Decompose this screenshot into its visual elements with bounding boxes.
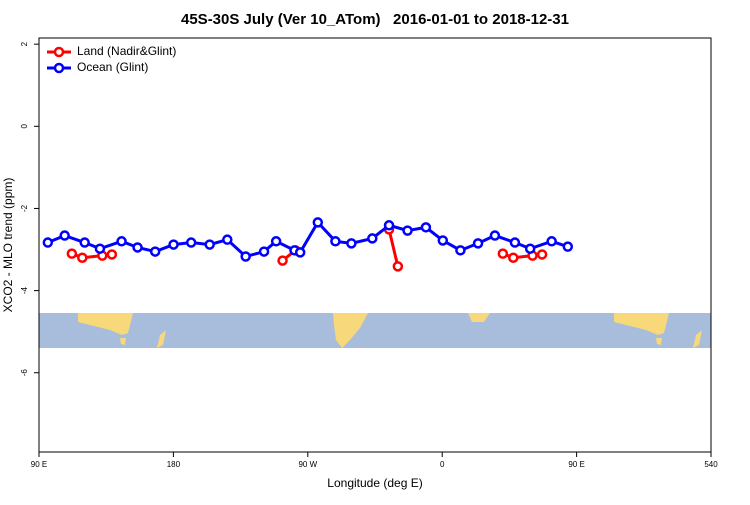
legend-label: Land (Nadir&Glint) [77,44,176,58]
y-tick-label: -2 [20,204,29,212]
series-line [71,229,543,267]
y-tick-label: -6 [20,369,29,377]
data-point [392,261,404,272]
data-point [168,239,179,250]
data-point [497,248,509,259]
data-point [270,236,282,247]
data-point [472,238,484,249]
data-point [524,243,536,254]
data-point [509,237,521,248]
data-point [185,237,197,248]
x-axis-label: Longitude (deg E) [327,476,422,490]
map-strip [39,313,711,348]
data-point [536,249,548,260]
data-point [79,237,90,248]
data-point [132,242,143,253]
data-point [277,255,288,266]
plot-frame [38,37,712,453]
data-point [106,249,118,260]
data-point [383,220,395,231]
legend-label: Ocean (Glint) [77,60,148,74]
data-point [546,236,557,247]
legend-marker [53,62,65,74]
data-point [222,234,233,245]
data-point [330,236,341,247]
y-tick-label: 2 [20,41,29,46]
data-point [240,251,251,262]
data-point [59,230,70,241]
data-point [367,233,378,244]
x-tick-label: 90 E [31,460,47,469]
data-point [258,246,270,257]
data-point [489,230,501,241]
data-point [346,238,357,249]
x-tick-label: 90 W [298,460,317,469]
y-tick-label: 0 [20,124,29,129]
x-tick-label: 90 E [568,460,584,469]
data-point [42,237,54,248]
chart-title: 45S-30S July (Ver 10_ATom) 2016-01-01 to… [181,11,569,28]
data-point [402,225,413,236]
data-point [508,252,519,263]
y-tick-label: -4 [20,286,29,294]
x-tick-label: 540 [704,460,718,469]
data-point [77,252,88,263]
y-axis-label: XCO2 - MLO trend (ppm) [1,178,15,313]
x-tick-label: 180 [167,460,181,469]
data-point [437,235,449,246]
x-tick-label: 0 [440,460,445,469]
data-point [420,222,432,233]
data-point [204,239,215,250]
data-point [66,248,78,259]
data-point [562,241,574,252]
data-point [294,247,306,258]
data-point [149,246,161,257]
data-point [116,236,127,247]
data-point [312,217,324,228]
data-point [455,245,466,256]
legend-marker [53,46,65,58]
data-point [94,243,106,254]
